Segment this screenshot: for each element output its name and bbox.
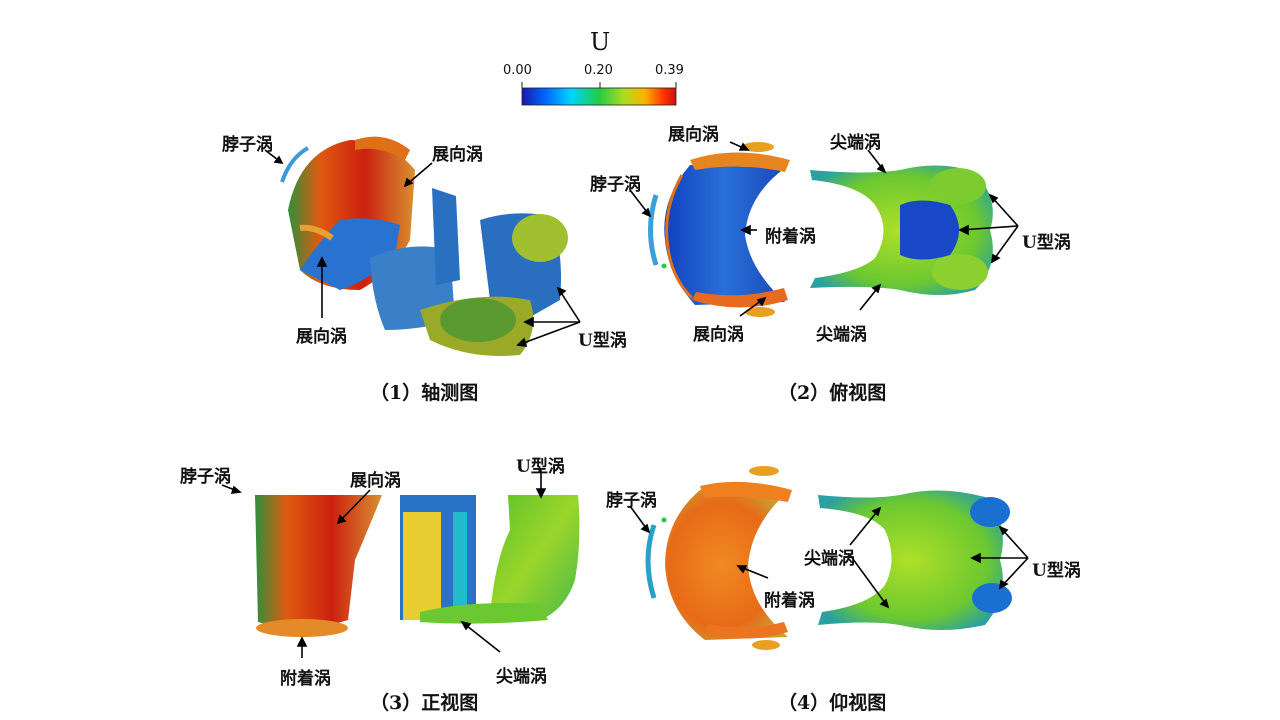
caption-bottom-view: （4）仰视图 (778, 692, 887, 714)
panel-bottom (645, 466, 1012, 650)
label-attached-vortex: 附着涡 (764, 591, 815, 611)
colorbar-title: U (590, 28, 611, 56)
caption-top-view: （2）俯视图 (778, 382, 887, 404)
label-spanwise-vortex-top: 展向涡 (432, 145, 483, 165)
label-tip-vortex-bottom: 尖端涡 (816, 325, 867, 345)
label-u-vortex: U型涡 (1032, 561, 1081, 581)
label-spanwise-vortex: 展向涡 (350, 471, 401, 491)
annotation-arrows (221, 141, 1029, 658)
label-spanwise-vortex-bottom: 展向涡 (693, 325, 744, 345)
label-tip-vortex: 尖端涡 (804, 549, 855, 569)
label-neck-vortex: 脖子涡 (606, 491, 657, 511)
label-neck-vortex: 脖子涡 (180, 467, 231, 487)
label-u-vortex: U型涡 (516, 457, 565, 477)
panel-isometric (280, 136, 568, 356)
label-spanwise-vortex-top: 展向涡 (668, 125, 719, 145)
label-tip-vortex: 尖端涡 (496, 667, 547, 687)
label-neck-vortex: 脖子涡 (590, 175, 641, 195)
label-neck-vortex: 脖子涡 (222, 135, 273, 155)
colorbar-tick-mid: 0.20 (584, 63, 613, 78)
label-attached-vortex: 附着涡 (280, 669, 331, 689)
panel-top (648, 142, 993, 317)
label-attached-vortex: 附着涡 (765, 227, 816, 247)
caption-front-view: （3）正视图 (370, 692, 479, 714)
colorbar (521, 87, 677, 106)
colorbar-tick-max: 0.39 (655, 63, 684, 78)
label-u-vortex: U型涡 (578, 331, 627, 351)
panel-front (255, 495, 580, 637)
label-spanwise-vortex-bottom: 展向涡 (296, 327, 347, 347)
colorbar-tick-min: 0.00 (503, 63, 532, 78)
caption-isometric: （1）轴测图 (370, 382, 479, 404)
label-tip-vortex-top: 尖端涡 (830, 133, 881, 153)
label-u-vortex: U型涡 (1022, 233, 1071, 253)
